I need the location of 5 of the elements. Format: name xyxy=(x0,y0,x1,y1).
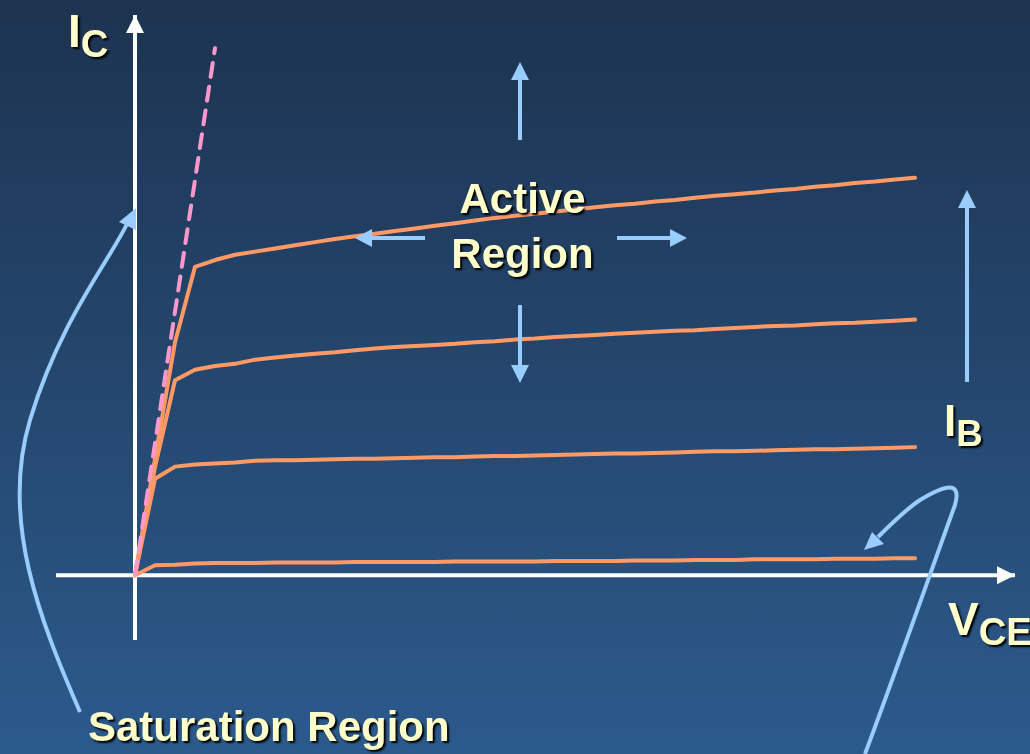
x-axis-title: V$_{CE}$ xyxy=(948,592,1030,656)
text: I$_{B}$ xyxy=(944,395,983,456)
annotation: Active Region xyxy=(450,174,595,279)
y-axis-title: I$_{C}$ xyxy=(68,4,109,68)
text: Saturation Region xyxy=(88,702,450,752)
